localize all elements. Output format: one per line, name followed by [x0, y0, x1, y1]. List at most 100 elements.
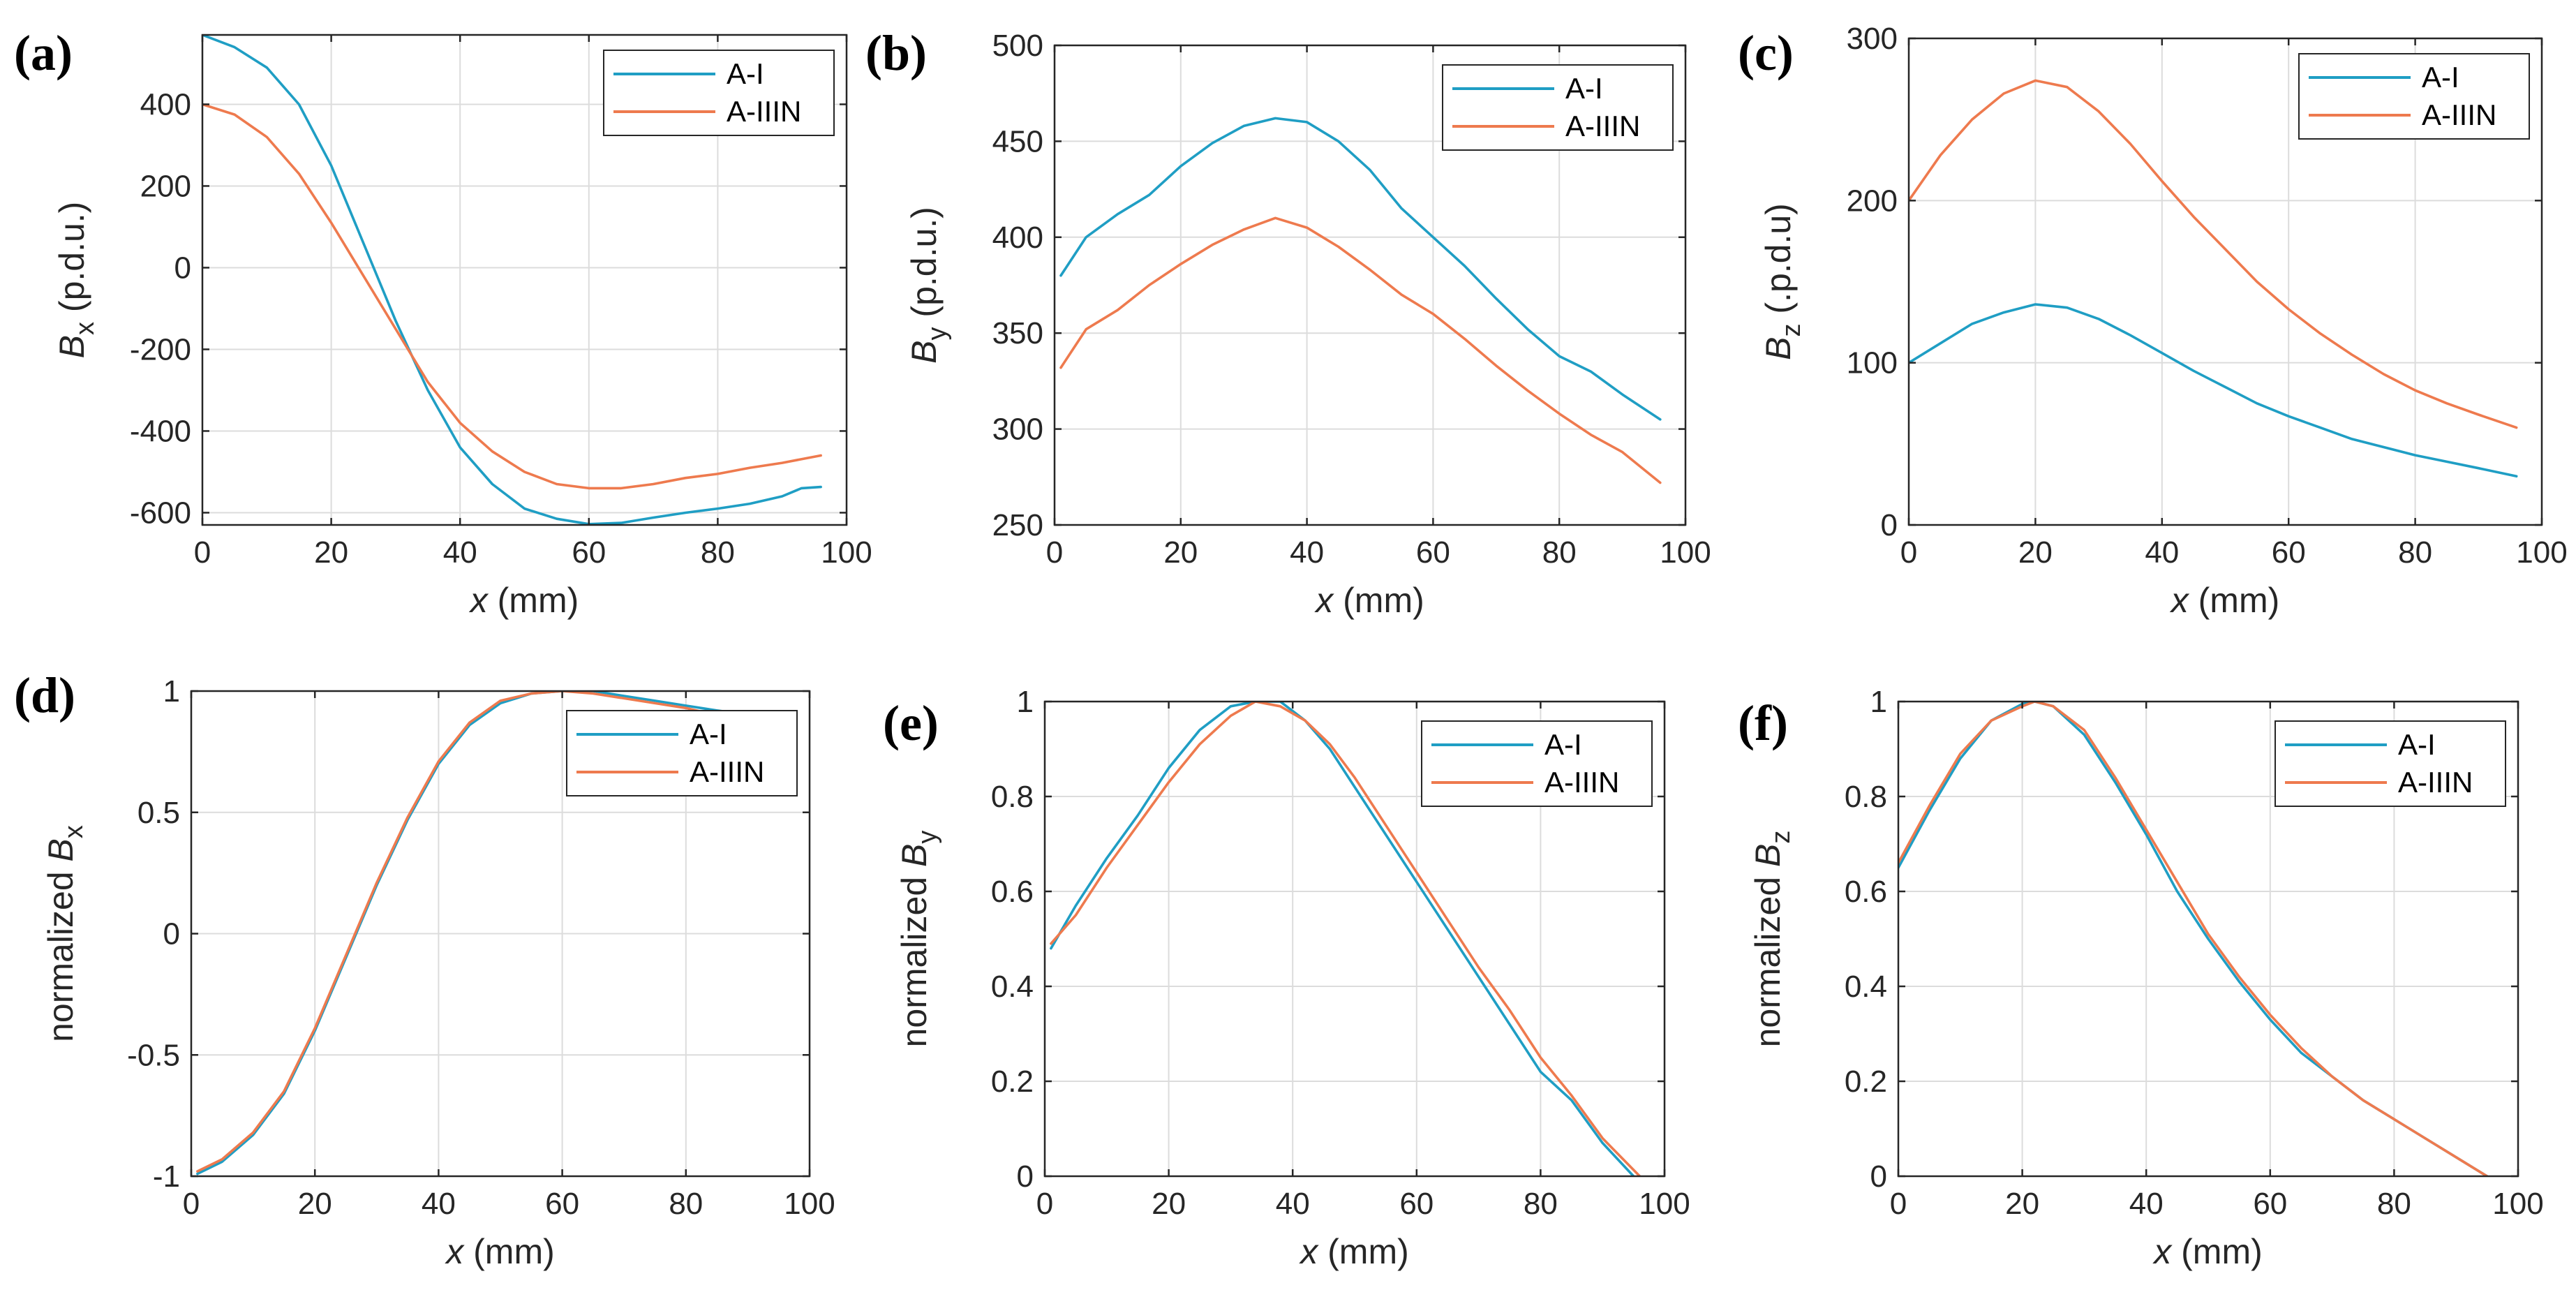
- panel-label: (a): [14, 25, 73, 81]
- x-tick-label: 100: [821, 535, 872, 570]
- y-tick-label: 0: [174, 251, 191, 285]
- y-axis-label: normalized Bx: [41, 825, 89, 1042]
- y-axis-label: normalized By: [895, 831, 942, 1048]
- legend-label: A-I: [2398, 728, 2436, 761]
- axes-frame: [1897, 700, 2519, 1178]
- legend-box: [1421, 720, 1653, 807]
- x-tick-label: 40: [2145, 535, 2179, 570]
- y-tick-label: 0.6: [991, 875, 1034, 909]
- x-tick-label: 100: [1660, 535, 1711, 570]
- panel-f: 0 20 40 60 80 100 0 0.2 0.4 0.6 0.8 1 x (mm) normaliz…: [1738, 685, 2544, 1271]
- legend-label: A-I: [727, 57, 764, 90]
- x-axis-label: x (mm): [2170, 581, 2280, 620]
- series-line-a-iiin: [202, 103, 822, 490]
- x-tick-label: 20: [298, 1187, 332, 1221]
- x-tick-label: 100: [2492, 1187, 2543, 1221]
- axes-frame: [201, 34, 848, 526]
- x-tick-label: 0: [1036, 1187, 1053, 1221]
- x-tick-label: 60: [2253, 1187, 2287, 1221]
- x-tick-label: 20: [2005, 1187, 2039, 1221]
- y-tick-label: -200: [130, 332, 191, 366]
- x-tick-label: 60: [545, 1187, 579, 1221]
- x-axis-label: x (mm): [1314, 581, 1424, 620]
- y-tick-label: 0.4: [1845, 970, 1887, 1004]
- y-tick-label: 400: [992, 221, 1043, 255]
- y-tick-label: 100: [1847, 346, 1898, 380]
- y-tick-label: 400: [140, 87, 191, 121]
- y-tick-label: 300: [992, 413, 1043, 447]
- series-line-a-i: [196, 691, 737, 1176]
- x-tick-label: 80: [2398, 535, 2432, 570]
- x-tick-label: 40: [1276, 1187, 1310, 1221]
- x-axis-label: x (mm): [2152, 1232, 2263, 1271]
- x-tick-label: 40: [422, 1187, 456, 1221]
- legend-label: A-IIIN: [1565, 110, 1640, 142]
- x-axis-label: x (mm): [469, 581, 579, 620]
- x-tick-label: 0: [183, 1187, 200, 1221]
- y-tick-label: 0.6: [1845, 875, 1887, 909]
- y-tick-label: 0: [1870, 1159, 1887, 1194]
- y-tick-label: 450: [992, 124, 1043, 158]
- x-tick-label: 100: [1639, 1187, 1690, 1221]
- y-tick-label: -0.5: [127, 1038, 180, 1072]
- y-tick-label: 0: [1017, 1159, 1034, 1194]
- y-tick-label: 1: [1017, 685, 1034, 719]
- legend: A-I A-IIIN: [2275, 720, 2506, 807]
- y-tick-label: 250: [992, 508, 1043, 542]
- legend: A-I A-IIIN: [2298, 53, 2530, 140]
- y-tick-label: 300: [1847, 22, 1898, 56]
- x-tick-label: 20: [1152, 1187, 1186, 1221]
- legend-label: A-I: [1565, 72, 1603, 105]
- panel-e: 0 20 40 60 80 100 0 0.2 0.4 0.6 0.8 1 x (mm) normaliz…: [883, 685, 1690, 1271]
- x-tick-label: 20: [1163, 535, 1198, 570]
- y-axis-label: By (p.d.u.): [904, 207, 952, 364]
- y-tick-label: 0.5: [137, 796, 180, 830]
- x-tick-label: 80: [2377, 1187, 2411, 1221]
- panel-label: (e): [883, 695, 939, 751]
- x-tick-label: 60: [2272, 535, 2306, 570]
- x-axis-label: x (mm): [1299, 1232, 1409, 1271]
- series-line-a-iiin: [1898, 702, 2489, 1176]
- x-tick-label: 80: [1542, 535, 1577, 570]
- panel-label: (d): [14, 667, 75, 723]
- y-axis-label: Bz (.p.d.u): [1759, 203, 1806, 360]
- series-line-a-i: [1909, 303, 2518, 478]
- panel-label: (f): [1738, 695, 1788, 751]
- legend-box: [1442, 64, 1674, 151]
- y-tick-label: 1: [1870, 685, 1887, 719]
- series-line-a-iiin: [196, 691, 718, 1173]
- x-axis-label: x (mm): [445, 1232, 555, 1271]
- y-tick-label: 0.8: [991, 780, 1034, 814]
- x-tick-label: 80: [669, 1187, 703, 1221]
- y-tick-label: 350: [992, 316, 1043, 350]
- panel-label: (c): [1738, 25, 1794, 81]
- axes-frame: [1043, 700, 1666, 1178]
- x-tick-label: 60: [1399, 1187, 1434, 1221]
- legend-label: A-IIIN: [727, 95, 801, 128]
- series-line-a-i: [1059, 117, 1662, 421]
- x-tick-label: 60: [572, 535, 606, 570]
- axes-frame: [1907, 37, 2543, 526]
- y-tick-label: 200: [140, 169, 191, 203]
- y-tick-label: 200: [1847, 184, 1898, 218]
- y-axis-label: Bx (p.d.u.): [52, 202, 100, 359]
- x-tick-label: 80: [1524, 1187, 1558, 1221]
- y-tick-label: 0.2: [991, 1065, 1034, 1099]
- series-line-a-iiin: [1059, 216, 1662, 484]
- legend-label: A-I: [690, 718, 727, 750]
- x-tick-label: 0: [1890, 1187, 1907, 1221]
- x-tick-label: 100: [784, 1187, 835, 1221]
- y-tick-label: 0.8: [1845, 780, 1887, 814]
- axes-frame: [1053, 44, 1687, 526]
- x-tick-label: 0: [1046, 535, 1063, 570]
- y-tick-label: 0: [163, 917, 180, 951]
- legend-label: A-IIIN: [1544, 766, 1619, 799]
- x-tick-label: 20: [314, 535, 348, 570]
- legend-label: A-I: [1544, 728, 1582, 761]
- legend: A-I A-IIIN: [603, 50, 835, 136]
- x-tick-label: 0: [1900, 535, 1917, 570]
- legend-box: [2275, 720, 2506, 807]
- legend-box: [603, 50, 835, 136]
- x-tick-label: 100: [2516, 535, 2567, 570]
